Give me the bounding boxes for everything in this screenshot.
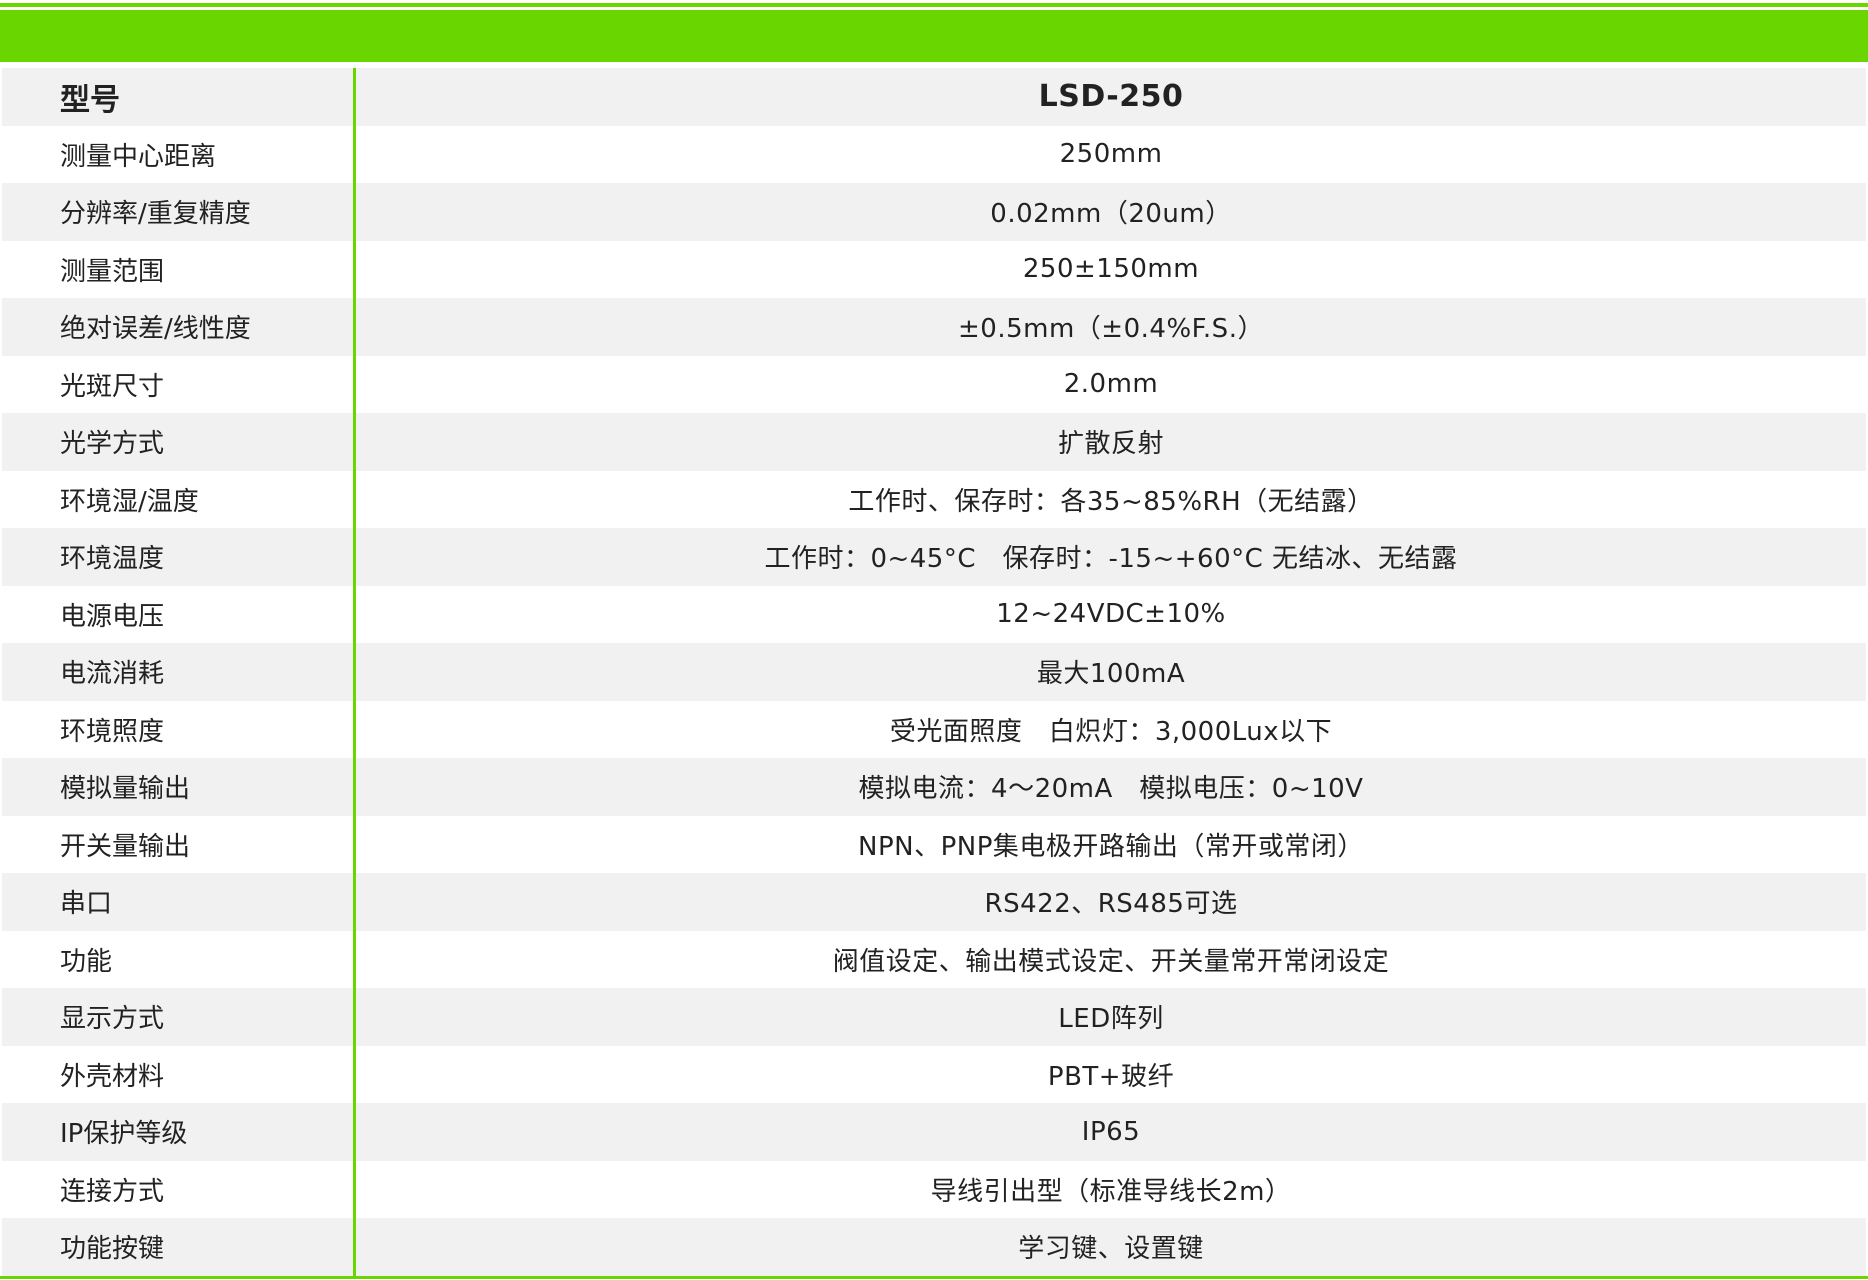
table-row: 开关量输出 NPN、PNP集电极开路输出（常开或常闭） [2, 815, 1866, 873]
table-row: 测量范围 250±150mm [2, 240, 1866, 298]
spec-label: 连接方式 [2, 1160, 356, 1218]
spec-label: 功能按键 [2, 1218, 356, 1276]
table-row: IP保护等级 IP65 [2, 1103, 1866, 1161]
spec-value: 0.02mm（20um） [990, 199, 1232, 230]
spec-value: 12~24VDC±10% [996, 599, 1226, 630]
spec-value: 250mm [1059, 139, 1163, 170]
spec-label: 环境湿/温度 [2, 470, 356, 528]
spec-label: 环境照度 [2, 700, 356, 758]
spec-value: 受光面照度 白炽灯：3,000Lux以下 [889, 716, 1333, 747]
table-row: 连接方式 导线引出型（标准导线长2m） [2, 1160, 1866, 1218]
header-label: 型号 [2, 68, 356, 126]
spec-label: 串口 [2, 873, 356, 931]
bottom-accent-line [0, 1276, 1868, 1279]
spec-label: 测量范围 [2, 240, 356, 298]
model-value: LSD-250 [1038, 79, 1184, 115]
top-accent-line [0, 3, 1868, 7]
table-row: 光斑尺寸 2.0mm [2, 355, 1866, 413]
spec-value: PBT+玻纤 [1047, 1061, 1175, 1092]
spec-value: 最大100mA [1036, 659, 1186, 690]
table-header-row: 型号 LSD-250 [2, 68, 1866, 126]
table-row: 功能按键 学习键、设置键 [2, 1218, 1866, 1276]
table-row: 光学方式 扩散反射 [2, 413, 1866, 471]
spec-value: NPN、PNP集电极开路输出（常开或常闭） [858, 831, 1364, 862]
table-row: 环境湿/温度 工作时、保存时：各35~85%RH（无结露） [2, 470, 1866, 528]
spec-label: 显示方式 [2, 988, 356, 1046]
table-row: 绝对误差/线性度 ±0.5mm（±0.4%F.S.） [2, 298, 1866, 356]
spec-value: LED阵列 [1058, 1004, 1164, 1035]
header-band [0, 10, 1868, 62]
spec-value: 阀值设定、输出模式设定、开关量常开常闭设定 [832, 946, 1390, 977]
spec-label: IP保护等级 [2, 1103, 356, 1161]
spec-value: 学习键、设置键 [1018, 1234, 1204, 1265]
table-row: 功能 阀值设定、输出模式设定、开关量常开常闭设定 [2, 930, 1866, 988]
spec-value: 导线引出型（标准导线长2m） [930, 1176, 1292, 1207]
spec-label: 分辨率/重复精度 [2, 183, 356, 241]
spec-value: 工作时、保存时：各35~85%RH（无结露） [848, 486, 1374, 517]
spec-value: 工作时：0~45°C 保存时：-15~+60°C 无结冰、无结露 [764, 544, 1458, 575]
spec-label: 光学方式 [2, 413, 356, 471]
spec-value: 模拟电流：4～20mA 模拟电压：0~10V [858, 774, 1364, 805]
spec-label: 模拟量输出 [2, 758, 356, 816]
spec-label: 电源电压 [2, 585, 356, 643]
table-row: 外壳材料 PBT+玻纤 [2, 1045, 1866, 1103]
table-row: 模拟量输出 模拟电流：4～20mA 模拟电压：0~10V [2, 758, 1866, 816]
spec-label: 外壳材料 [2, 1045, 356, 1103]
spec-value: IP65 [1081, 1116, 1141, 1147]
spec-value: 2.0mm [1063, 369, 1159, 400]
spec-label: 光斑尺寸 [2, 355, 356, 413]
table-row: 测量中心距离 250mm [2, 125, 1866, 183]
spec-label: 开关量输出 [2, 815, 356, 873]
spec-value: ±0.5mm（±0.4%F.S.） [958, 314, 1264, 345]
spec-value: 扩散反射 [1057, 429, 1164, 460]
spec-label: 电流消耗 [2, 643, 356, 701]
table-row: 显示方式 LED阵列 [2, 988, 1866, 1046]
spec-table: 型号 LSD-250 测量中心距离 250mm 分辨率/重复精度 0.02mm（20u… [2, 68, 1866, 1276]
table-row: 环境照度 受光面照度 白炽灯：3,000Lux以下 [2, 700, 1866, 758]
table-row: 电流消耗 最大100mA [2, 643, 1866, 701]
table-row: 环境温度 工作时：0~45°C 保存时：-15~+60°C 无结冰、无结露 [2, 528, 1866, 586]
table-row: 电源电压 12~24VDC±10% [2, 585, 1866, 643]
spec-value: RS422、RS485可选 [984, 889, 1238, 920]
spec-label: 测量中心距离 [2, 125, 356, 183]
table-row: 串口 RS422、RS485可选 [2, 873, 1866, 931]
table-row: 分辨率/重复精度 0.02mm（20um） [2, 183, 1866, 241]
spec-value: 250±150mm [1022, 254, 1200, 285]
spec-label: 环境温度 [2, 528, 356, 586]
spec-label: 绝对误差/线性度 [2, 298, 356, 356]
spec-label: 功能 [2, 930, 356, 988]
